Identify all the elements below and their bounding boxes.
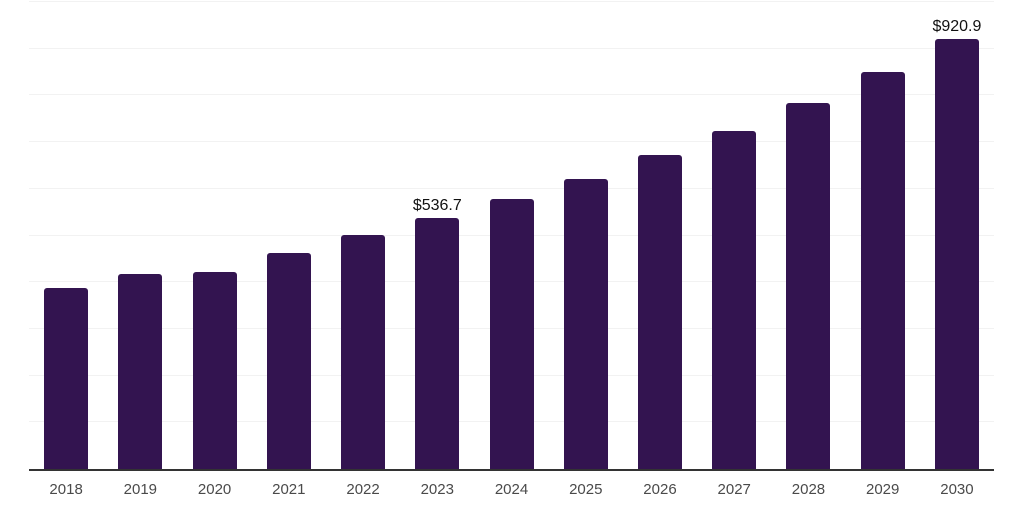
- x-tick-label-2029: 2029: [866, 481, 900, 498]
- bar-2021: [266, 253, 311, 469]
- plot-area: $536.7 $920.9: [29, 1, 994, 471]
- gridline: [29, 94, 994, 96]
- gridline: [29, 1, 994, 2]
- bar-2023: [415, 218, 460, 469]
- x-tick-label-2023: 2023: [420, 481, 454, 498]
- bar-2018: [44, 287, 89, 469]
- bar-2030: [934, 38, 979, 469]
- bar-2020: [192, 271, 237, 469]
- bar-2024: [489, 199, 534, 469]
- x-tick-label-2019: 2019: [123, 481, 158, 498]
- bar-slot: [177, 2, 251, 469]
- bar-slot: [697, 2, 771, 469]
- bar-2022: [341, 235, 386, 469]
- gridline: [29, 187, 994, 189]
- x-tick-label-2024: 2024: [494, 481, 529, 498]
- x-tick-label-2018: 2018: [49, 481, 83, 498]
- bar-slot: [252, 2, 326, 469]
- data-label-2023: $536.7: [412, 197, 462, 215]
- bars-row: $536.7 $920.9: [29, 2, 994, 469]
- x-tick-label-2025: 2025: [569, 481, 603, 498]
- bar-slot: [103, 2, 177, 469]
- x-tick-label-2022: 2022: [346, 481, 380, 498]
- bar-slot: [623, 2, 697, 469]
- x-tick-label-2030: 2030: [940, 481, 974, 498]
- x-tick-label-2028: 2028: [791, 481, 826, 498]
- gridline: [29, 141, 994, 143]
- bar-slot: [771, 2, 845, 469]
- x-tick-label-2020: 2020: [197, 481, 232, 498]
- bar-2027: [712, 131, 757, 469]
- bar-2026: [637, 155, 682, 469]
- gridline: [29, 47, 994, 49]
- data-label-2030: $920.9: [932, 17, 982, 35]
- bar-slot: [29, 2, 103, 469]
- bar-2025: [563, 179, 608, 469]
- bar-slot: [846, 2, 920, 469]
- x-tick-label-2021: 2021: [272, 481, 306, 498]
- bar-slot: $536.7: [400, 2, 474, 469]
- bar-slot: $920.9: [920, 2, 994, 469]
- bar-slot: [549, 2, 623, 469]
- bar-2028: [786, 103, 831, 469]
- bar-2029: [860, 72, 905, 469]
- bar-2019: [118, 274, 163, 469]
- x-axis: 2018 2019 2020 2021 2022 2023 2024 2025 2026 2027…: [29, 481, 994, 499]
- bar-slot: [326, 2, 400, 469]
- x-tick-label-2026: 2026: [643, 481, 677, 498]
- x-tick-label-2027: 2027: [717, 481, 751, 498]
- bar-slot: [474, 2, 548, 469]
